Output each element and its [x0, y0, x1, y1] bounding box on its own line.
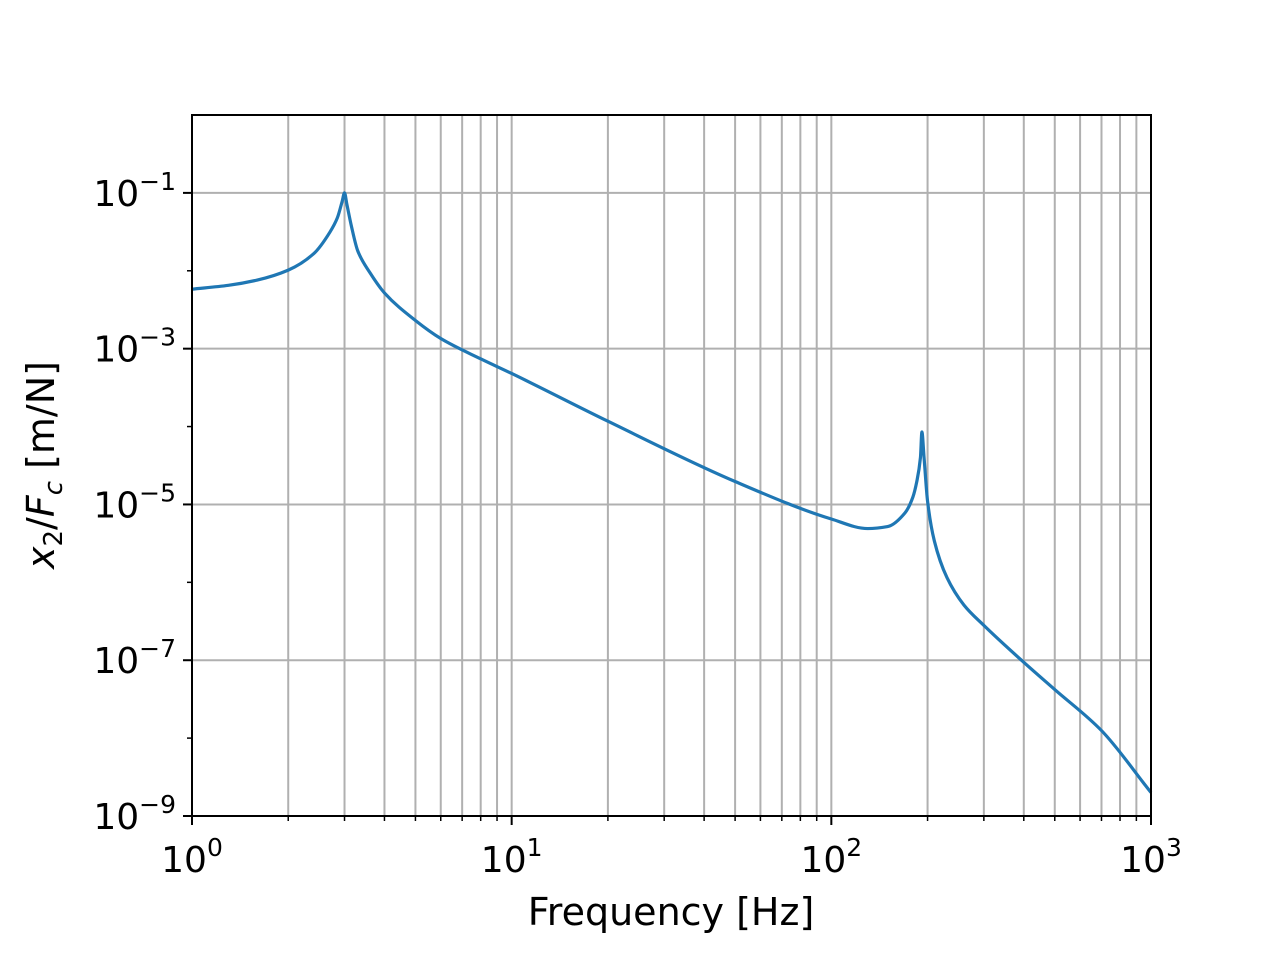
- y-tick-label: 10−1: [93, 167, 176, 215]
- y-tick-label: 10−7: [93, 634, 176, 682]
- y-axis-label: x2/Fc [m/N]: [19, 361, 69, 570]
- plot-frame: [191, 114, 1152, 817]
- y-tick-label: 10−9: [93, 790, 176, 838]
- y-tick-label: 10−3: [93, 323, 176, 371]
- series-line: [191, 191, 1153, 794]
- x-tick-label: 103: [1120, 833, 1182, 881]
- x-tick-label: 100: [161, 833, 223, 881]
- tick-labels: 100 101 102 103 10−9 10−7 10−5 10−3 10−1: [93, 167, 1182, 881]
- y-label-x-sub: 2: [39, 530, 69, 547]
- x-axis-label: Frequency [Hz]: [528, 890, 815, 934]
- y-label-f: F: [19, 494, 63, 517]
- y-label-f-sub: c: [39, 481, 69, 495]
- y-label-slash: /: [19, 517, 63, 530]
- x-tick-label: 102: [800, 833, 862, 881]
- y-label-x: x: [19, 546, 63, 570]
- grid: [191, 115, 1151, 817]
- x-tick-label: 101: [481, 833, 543, 881]
- tick-marks: [183, 191, 1152, 825]
- y-label-unit: [m/N]: [19, 361, 63, 481]
- series-layer: [191, 191, 1153, 794]
- y-tick-label: 10−5: [93, 478, 176, 526]
